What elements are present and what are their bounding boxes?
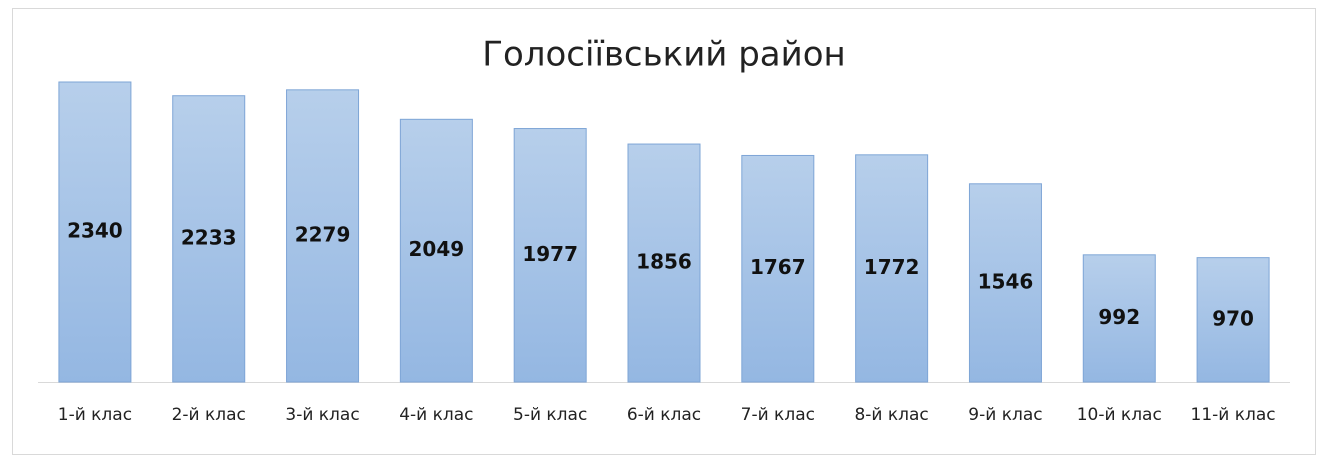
x-tick-label: 11-й клас <box>1191 405 1276 425</box>
data-label: 1856 <box>636 250 692 274</box>
x-tick-label: 5-й клас <box>513 405 587 425</box>
x-tick-label: 3-й клас <box>285 405 359 425</box>
x-tick-label: 10-й клас <box>1077 405 1162 425</box>
x-tick-label: 6-й клас <box>627 405 701 425</box>
bar <box>855 154 929 383</box>
bar <box>513 128 587 383</box>
data-label: 2340 <box>67 219 123 243</box>
bar <box>968 183 1042 383</box>
bar <box>1082 254 1156 383</box>
data-label: 1977 <box>522 242 578 266</box>
data-label: 992 <box>1098 305 1140 329</box>
data-label: 970 <box>1212 306 1254 330</box>
x-tick-label: 7-й клас <box>741 405 815 425</box>
bar <box>1196 257 1270 383</box>
data-label: 2233 <box>181 225 237 249</box>
bar <box>172 95 246 383</box>
x-tick-label: 8-й клас <box>854 405 928 425</box>
bar <box>399 118 473 383</box>
bar <box>286 89 360 383</box>
data-label: 2279 <box>295 222 351 246</box>
data-label: 1772 <box>864 255 920 279</box>
bar <box>627 143 701 383</box>
bar <box>58 81 132 383</box>
x-tick-label: 9-й клас <box>968 405 1042 425</box>
data-label: 1546 <box>978 269 1034 293</box>
x-tick-label: 1-й клас <box>58 405 132 425</box>
x-tick-label: 4-й клас <box>399 405 473 425</box>
data-label: 1767 <box>750 255 806 279</box>
bar <box>741 154 815 383</box>
data-label: 2049 <box>409 237 465 261</box>
chart-title: Голосіївський район <box>482 35 846 75</box>
x-tick-label: 2-й клас <box>172 405 246 425</box>
